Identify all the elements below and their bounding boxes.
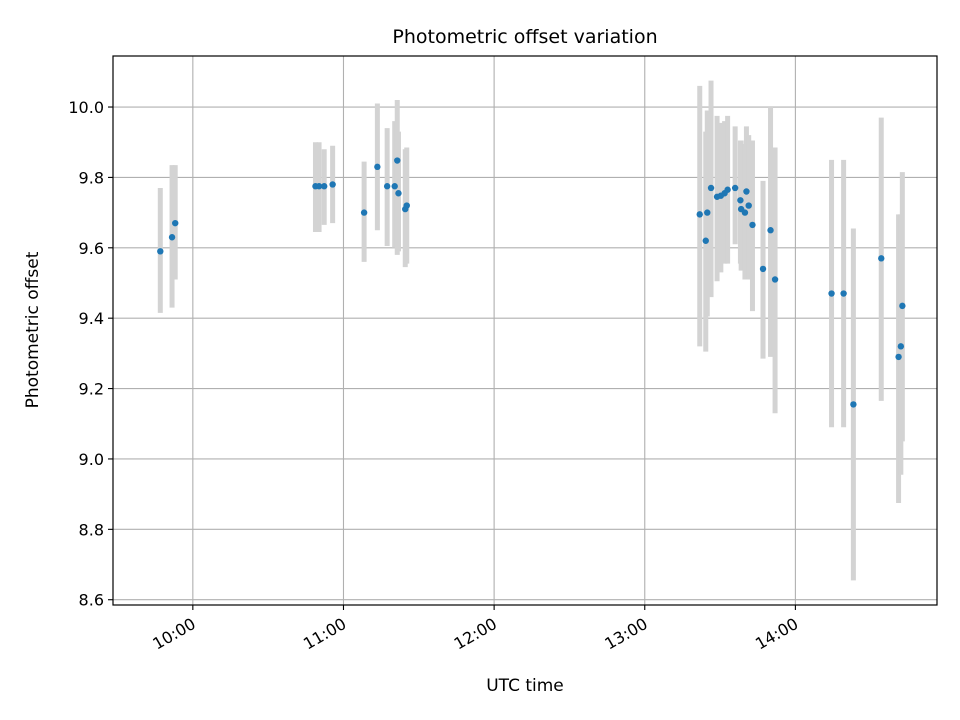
plot-frame [112,55,938,606]
data-point-6 [329,181,336,188]
data-point-4 [315,183,323,190]
data-point-7 [360,209,368,216]
data-point-38 [897,343,905,350]
data-point-5 [320,183,328,190]
x-axis-label: UTC time [486,676,564,696]
y-tick-label-1: 8.8 [79,520,104,539]
data-point-30 [759,265,767,273]
y-tick-label-4: 9.4 [79,309,104,328]
data-point-39 [899,302,906,310]
data-point-26 [741,209,749,216]
data-point-24 [737,197,744,204]
data-point-33 [828,290,835,297]
data-point-23 [731,184,739,192]
data-point-15 [696,211,703,218]
data-point-36 [878,255,885,262]
data-point-31 [767,227,774,234]
data-point-16 [702,237,709,244]
chart-title: Photometric offset variation [392,26,657,48]
data-point-9 [383,183,391,190]
data-point-17 [704,209,711,216]
data-point-27 [743,188,750,195]
y-tick-label-5: 9.6 [79,239,104,258]
grid-lines [113,56,937,605]
plot-area [113,56,937,605]
data-point-35 [850,401,857,408]
data-points [157,157,906,408]
data-point-28 [745,202,752,209]
data-point-11 [394,157,401,164]
data-point-8 [374,163,381,171]
data-point-12 [395,190,402,197]
data-point-0 [157,248,164,255]
data-point-29 [749,221,756,229]
y-tick-label-0: 8.6 [79,591,104,610]
data-point-32 [771,276,779,283]
y-tick-label-6: 9.8 [79,168,104,187]
data-point-22 [724,186,731,193]
data-point-18 [707,184,715,192]
y-tick-label-2: 9.0 [79,450,104,469]
y-axis-label: Photometric offset [23,251,43,408]
data-point-10 [391,183,398,190]
data-point-14 [403,202,410,209]
data-point-2 [172,219,179,227]
y-tick-label-7: 10.0 [68,98,104,117]
y-axis-ticks: 8.6 8.8 9.0 9.2 9.4 9.6 9.8 10.0 [68,98,113,610]
data-point-1 [168,234,176,241]
data-point-37 [895,353,902,361]
y-tick-label-3: 9.2 [79,380,104,399]
data-point-34 [840,290,847,297]
